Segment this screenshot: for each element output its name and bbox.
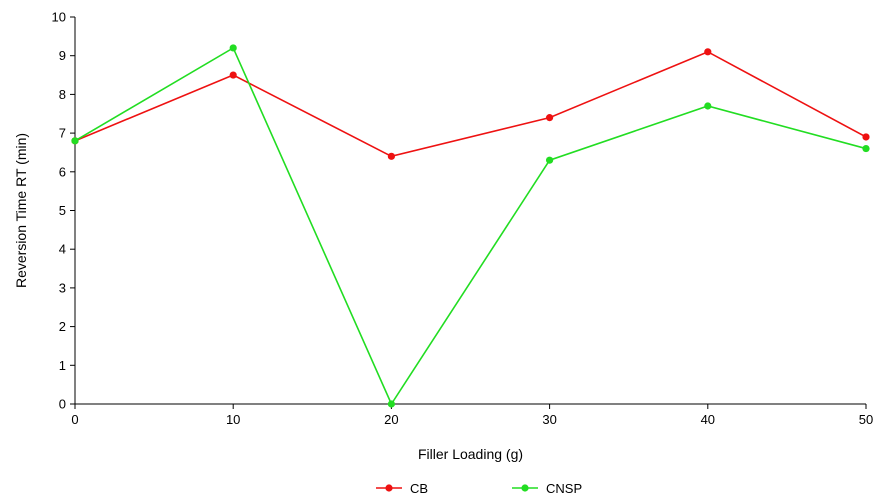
series-layer [71,44,870,408]
series-cb [71,48,870,160]
x-tick-label: 30 [542,412,556,427]
data-point-cnsp [387,400,395,408]
x-tick-label: 40 [701,412,715,427]
data-point-cnsp [71,137,79,145]
y-tick-label: 5 [59,203,66,218]
y-tick-label: 2 [59,319,66,334]
x-ticks: 0 10 20 30 40 50 [71,404,873,427]
x-tick-label: 10 [226,412,240,427]
y-tick-label: 0 [59,397,66,412]
data-point-cnsp [546,156,554,164]
legend-swatch-marker [385,484,393,492]
y-ticks: 0 1 2 3 4 5 6 7 8 9 10 [52,10,75,412]
y-tick-label: 7 [59,126,66,141]
data-point-cb [862,133,870,141]
y-tick-label: 10 [52,10,66,25]
x-axis-title: Filler Loading (g) [418,446,523,462]
series-cnsp [71,44,870,408]
y-tick-label: 8 [59,87,66,102]
legend-swatch-marker [521,484,529,492]
x-tick-label: 20 [384,412,398,427]
data-point-cnsp [862,144,870,153]
data-point-cnsp [229,44,237,52]
y-tick-label: 9 [59,48,66,63]
legend-label: CNSP [546,481,582,496]
data-point-cb [546,114,554,122]
data-point-cnsp [704,102,712,110]
legend-item-cnsp: CNSP [512,481,582,496]
data-point-cb [704,48,712,56]
y-tick-label: 3 [59,280,66,295]
y-tick-label: 1 [59,358,66,373]
legend-item-cb: CB [376,481,428,496]
axes: 0 1 2 3 4 5 6 7 8 9 10 0 10 20 30 40 50 [52,10,874,428]
y-tick-label: 6 [59,164,66,179]
x-tick-label: 0 [71,412,78,427]
series-line-cnsp [74,46,867,406]
x-tick-label: 50 [859,412,873,427]
y-axis-title: Reversion Time RT (min) [13,133,29,288]
legend-label: CB [410,481,428,496]
legend: CB CNSP [376,481,582,496]
series-line-cb [74,50,867,158]
data-point-cb [229,71,237,79]
data-point-cb [387,152,395,160]
y-tick-label: 4 [59,242,66,257]
